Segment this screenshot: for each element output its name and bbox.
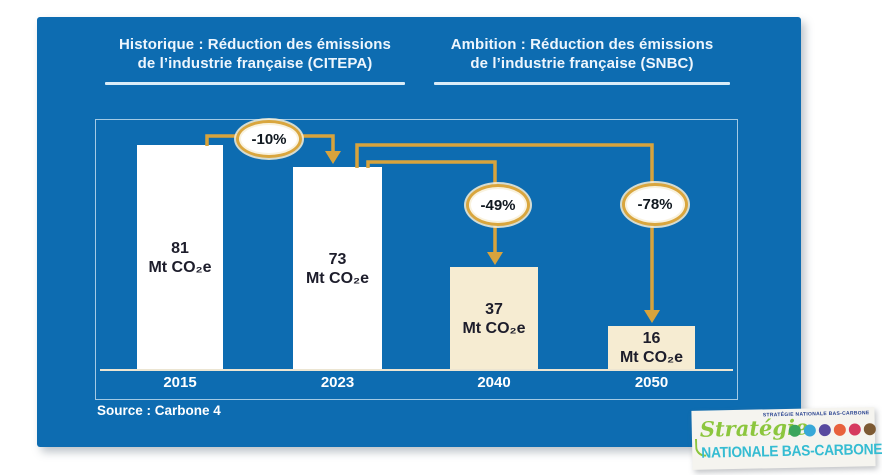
bar-unit: Mt CO₂e: [619, 349, 684, 366]
reduction-badge-10: -10%: [236, 120, 302, 158]
reduction-badge-78: -78%: [622, 183, 688, 226]
bar-2023: 73 Mt CO₂e: [293, 167, 382, 370]
year-label-2015: 2015: [163, 374, 197, 391]
year-label-2050: 2050: [634, 374, 669, 391]
bar-2015: 81 Mt CO₂e: [137, 145, 223, 370]
bar-2040: 37 Mt CO₂e: [450, 267, 538, 370]
x-axis-line: [100, 369, 733, 371]
year-label-2023: 2023: [320, 374, 355, 391]
bar-2050: 16 Mt CO₂e: [608, 326, 695, 370]
bar-value: 16: [642, 330, 661, 347]
bar-label: 37 Mt CO₂e: [450, 267, 538, 370]
bar-unit: Mt CO₂e: [305, 269, 370, 287]
snbc-logo-wordmark: NATIONALE BAS-CARBONE: [701, 440, 882, 462]
reduction-badge-49: -49%: [466, 184, 530, 226]
chart-frame: [95, 119, 738, 400]
header-ambition-line2: de l’industrie française (SNBC): [470, 55, 694, 72]
sector-dot-icon: [863, 423, 876, 436]
snbc-sector-dots: [788, 423, 876, 437]
bar-label: 73 Mt CO₂e: [293, 167, 382, 370]
bar-label: 81 Mt CO₂e: [137, 145, 223, 370]
header-ambition: Ambition : Réduction des émissions de l’…: [415, 35, 749, 73]
header-ambition-underline: [434, 82, 730, 85]
sector-dot-icon: [818, 424, 831, 437]
bar-label: 16 Mt CO₂e: [608, 326, 695, 370]
header-historique-underline: [105, 82, 405, 85]
bar-value: 37: [485, 300, 503, 318]
sector-dot-icon: [803, 424, 816, 437]
snbc-logo: STRATÉGIE NATIONALE BAS-CARBONE Stratégi…: [691, 407, 882, 470]
year-label-2040: 2040: [477, 374, 511, 391]
bar-value: 73: [328, 250, 347, 268]
header-ambition-line1: Ambition : Réduction des émissions: [450, 36, 714, 53]
source-caption: Source : Carbone 4: [97, 403, 221, 418]
header-historique-line1: Historique : Réduction des émissions: [119, 36, 391, 53]
bar-unit: Mt CO₂e: [148, 258, 212, 276]
bar-value: 81: [171, 239, 189, 257]
sector-dot-icon: [833, 423, 846, 436]
sector-dot-icon: [788, 424, 801, 437]
header-historique-line2: de l’industrie française (CITEPA): [137, 55, 373, 72]
header-historique: Historique : Réduction des émissions de …: [85, 35, 425, 73]
bar-unit: Mt CO₂e: [462, 319, 526, 337]
sector-dot-icon: [848, 423, 861, 436]
